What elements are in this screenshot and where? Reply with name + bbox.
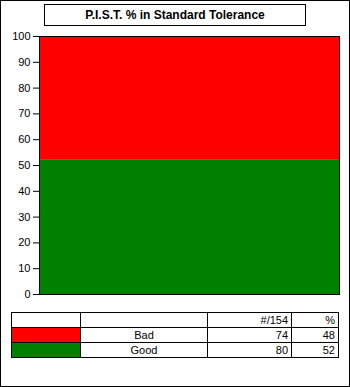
html-text:Bad: Bad <box>134 329 154 341</box>
html-text:74: 74 <box>275 329 289 341</box>
html-text:52: 52 <box>322 344 335 356</box>
html-text:48: 48 <box>322 329 335 341</box>
html-text:P.I.S.T. % in Standard Toleran: P.I.S.T. % in Standard Tolerance <box>85 8 265 22</box>
html-text:Good: Good <box>130 344 158 356</box>
svg-text:0: 0 <box>24 288 30 300</box>
svg-text:10: 10 <box>18 262 30 274</box>
svg-text:60: 60 <box>18 133 30 145</box>
svg-text:80: 80 <box>18 82 30 94</box>
svg-text:100: 100 <box>12 30 30 42</box>
svg-text:90: 90 <box>18 56 30 68</box>
svg-text:70: 70 <box>18 107 30 119</box>
svg-text:40: 40 <box>18 185 30 197</box>
svg-text:20: 20 <box>18 236 30 248</box>
svg-text:30: 30 <box>18 211 30 223</box>
svg-text:50: 50 <box>18 159 30 171</box>
html-text:80: 80 <box>275 344 289 356</box>
html-text:#/154: #/154 <box>260 314 289 326</box>
